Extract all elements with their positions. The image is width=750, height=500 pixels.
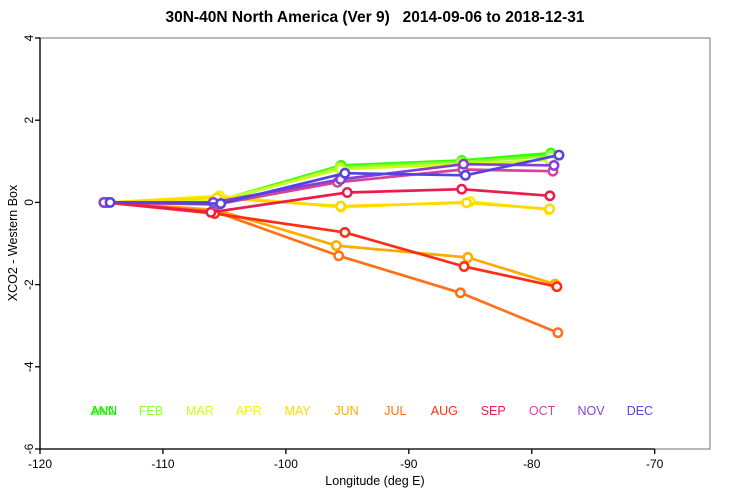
series-SEP-point <box>205 206 217 218</box>
y-tick-label: 2 <box>22 117 36 124</box>
series-JUL-point <box>454 287 466 299</box>
x-axis-label: Longitude (deg E) <box>325 474 425 488</box>
chart-title: 30N-40N North America (Ver 9) 2014-09-06… <box>165 9 585 26</box>
series-SEP-point <box>456 183 468 195</box>
series-DEC-point <box>339 167 351 179</box>
legend-label-AUG: AUG <box>431 404 458 418</box>
series-NOV-point <box>458 158 469 170</box>
y-tick-label: -6 <box>22 443 36 454</box>
series-JUN-point <box>330 240 342 252</box>
plot-box <box>39 37 711 450</box>
series-MAY-point <box>335 200 347 212</box>
legend-label-NOV: NOV <box>577 404 605 418</box>
y-tick-label: -4 <box>22 361 36 372</box>
legend-label-MAY: MAY <box>285 404 312 418</box>
series-DEC-point <box>215 198 227 210</box>
series-AUG-point <box>458 261 470 272</box>
x-tick-label: -90 <box>400 457 418 471</box>
x-tick-label: -110 <box>151 457 174 471</box>
legend-label-MAR: MAR <box>186 404 214 418</box>
x-tick-label: -120 <box>28 457 52 471</box>
x-tick-label: -70 <box>646 457 664 471</box>
series-JUN-point <box>462 252 474 263</box>
legend-label-JUL: JUL <box>384 404 406 418</box>
series-AUG-point <box>339 226 351 238</box>
series-JUL-line <box>105 201 560 335</box>
legend-label-JAN: JAN <box>90 404 114 418</box>
series-DEC-point <box>553 149 565 161</box>
x-tick-label: -80 <box>523 457 541 471</box>
series-AUG-point <box>551 281 563 293</box>
legend-label-DEC: DEC <box>627 404 653 418</box>
y-tick-label: 4 <box>22 34 36 41</box>
series-MAY-point <box>544 203 556 215</box>
series-DEC-point <box>104 196 116 208</box>
legend-label-OCT: OCT <box>529 404 556 418</box>
series-SEP-point <box>341 187 353 198</box>
legend-label-SEP: SEP <box>481 404 506 418</box>
legend-label-APR: APR <box>236 404 262 418</box>
series-NOV-point <box>548 159 560 171</box>
legend-label-JUN: JUN <box>334 404 358 418</box>
y-tick-label: -2 <box>22 279 36 290</box>
series-MAY-point <box>461 197 473 209</box>
series-JUL-point <box>552 327 564 339</box>
x-tick-label: -100 <box>274 457 298 471</box>
series-SEP-point <box>544 190 556 202</box>
y-tick-label: 0 <box>22 199 36 206</box>
legend-label-FEB: FEB <box>139 404 163 418</box>
legend-label-ANN: ANN <box>91 404 117 418</box>
series-DEC-point <box>459 169 471 181</box>
series-JUL-point <box>333 250 345 262</box>
